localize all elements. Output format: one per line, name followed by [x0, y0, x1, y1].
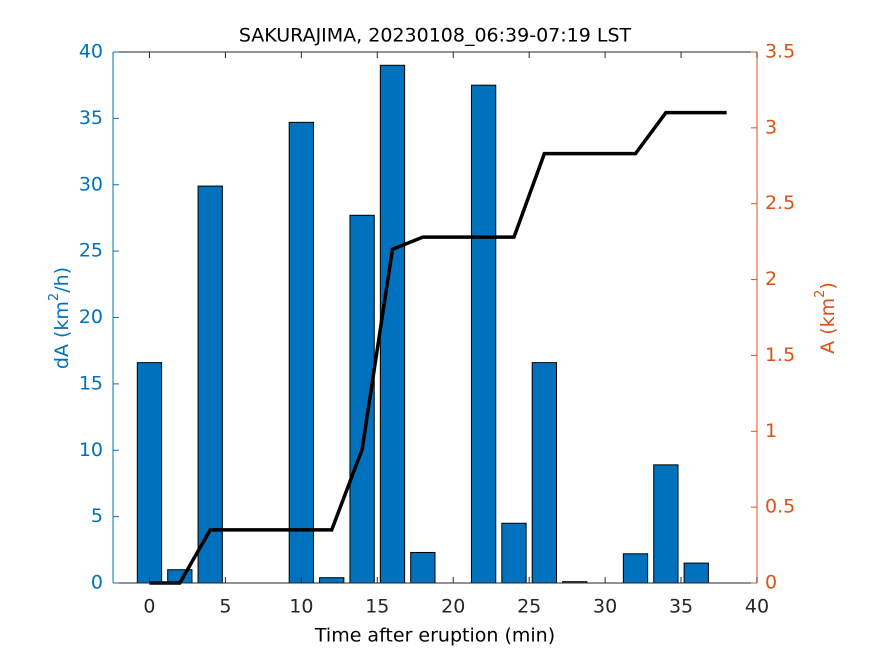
x-tick-label: 40: [745, 596, 769, 618]
x-tick-label: 20: [441, 596, 465, 618]
x-tick-label: 5: [219, 596, 231, 618]
y-tick-label: 0: [91, 572, 103, 594]
y2-label-part: ): [817, 282, 839, 289]
y2-tick-label: 1: [765, 420, 777, 442]
bar: [379, 64, 406, 584]
x-tick-label: 10: [289, 596, 313, 618]
y-tick-label: 10: [79, 439, 103, 461]
bar: [197, 185, 223, 584]
bar: [136, 362, 163, 584]
y-label-part: 2: [47, 293, 62, 301]
y2-tick-label: 2.5: [765, 192, 795, 214]
y-tick-label: 40: [79, 41, 103, 63]
y2-tick-label: 0: [765, 572, 777, 594]
x-tick-label: 30: [593, 596, 617, 618]
bar: [653, 464, 679, 584]
x-tick-label: 0: [143, 596, 155, 618]
bar: [622, 553, 649, 584]
y-label-part: dA (km: [51, 301, 73, 369]
y-tick-label: 5: [91, 505, 103, 527]
y2-tick-label: 1.5: [765, 344, 795, 366]
y-tick-label: 15: [79, 372, 103, 394]
bar: [410, 551, 436, 584]
y-tick-label: 30: [79, 173, 103, 195]
bar: [319, 577, 345, 584]
y-axis-label: dA (km2/h): [47, 267, 73, 369]
y2-axis-label: A (km2): [813, 282, 839, 354]
y2-label-part: A (km: [817, 298, 839, 354]
y2-tick-label: 2: [765, 268, 777, 290]
y-tick-label: 25: [79, 240, 103, 262]
bar: [288, 121, 314, 584]
bar: [683, 562, 709, 584]
y2-tick-label: 3.5: [765, 41, 795, 63]
y2-tick-label: 0.5: [765, 496, 795, 518]
y2-label-part: 2: [813, 290, 828, 298]
y2-tick-label: 3: [765, 116, 777, 138]
x-tick-label: 35: [669, 596, 693, 618]
y-tick-label: 20: [79, 306, 103, 328]
x-tick-label: 25: [517, 596, 541, 618]
bar: [470, 84, 497, 584]
x-axis-label: Time after eruption (min): [314, 625, 555, 647]
y-tick-label: 35: [79, 107, 103, 129]
line: [149, 110, 727, 585]
bar: [501, 522, 527, 584]
chart-title: SAKURAJIMA, 20230108_06:39-07:19 LST: [239, 25, 632, 47]
bar: [531, 362, 558, 584]
y-label-part: /h): [51, 267, 73, 293]
x-tick-label: 15: [365, 596, 389, 618]
